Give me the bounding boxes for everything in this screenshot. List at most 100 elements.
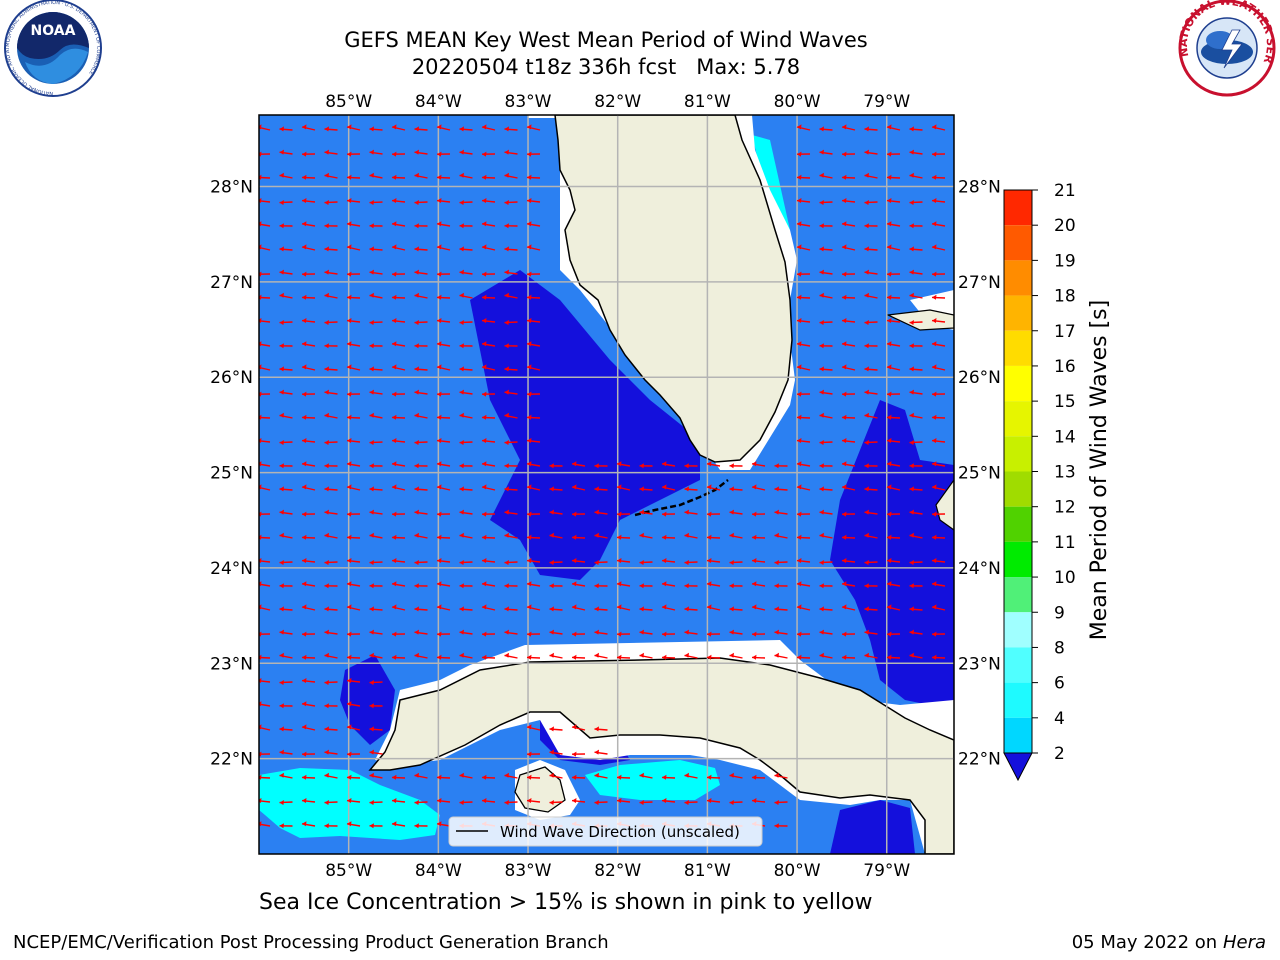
wind-wave-arrow <box>369 749 383 755</box>
wind-wave-arrow <box>391 198 406 203</box>
wind-wave-arrow <box>909 440 923 445</box>
wind-wave-arrow <box>639 629 653 635</box>
wind-wave-arrow <box>526 414 541 420</box>
wind-wave-arrow <box>301 244 316 251</box>
lon-tick-label: 85°W <box>325 92 372 112</box>
wind-wave-arrow <box>909 463 923 469</box>
wind-wave-arrow <box>436 151 451 157</box>
lat-tick-label: 28°N <box>958 178 1001 198</box>
wind-wave-arrow <box>819 246 833 252</box>
wind-wave-arrow <box>706 534 721 540</box>
wind-wave-arrow <box>864 652 878 659</box>
wind-wave-arrow <box>301 821 316 827</box>
wind-wave-arrow <box>301 751 316 757</box>
wind-wave-arrow <box>504 200 518 205</box>
wind-wave-arrow <box>594 606 608 612</box>
wind-wave-arrow <box>841 534 856 540</box>
wind-wave-arrow <box>279 560 293 565</box>
wind-wave-arrow <box>526 654 541 660</box>
wind-wave-arrow <box>369 703 383 709</box>
footer-date-text: 05 May 2022 on <box>1071 932 1218 953</box>
wind-wave-arrow <box>909 200 923 205</box>
caption: Sea Ice Concentration > 15% is shown in … <box>259 890 873 915</box>
wind-wave-arrow <box>751 774 766 780</box>
wind-wave-arrow <box>639 532 653 539</box>
wind-wave-arrow <box>504 583 518 589</box>
wind-wave-arrow <box>279 366 293 372</box>
florida-peninsula <box>554 115 793 463</box>
wind-wave-arrow <box>369 486 383 492</box>
wind-wave-arrow <box>841 198 856 203</box>
wind-wave-arrow <box>841 294 856 300</box>
wind-wave-arrow <box>346 221 361 227</box>
wind-wave-arrow <box>819 200 833 205</box>
wind-wave-arrow <box>279 389 293 395</box>
wind-wave-arrow <box>459 772 473 779</box>
wind-wave-arrow <box>706 798 721 803</box>
wind-wave-arrow <box>909 292 923 299</box>
wind-wave-arrow <box>279 223 293 229</box>
colorbar-segment <box>1004 717 1032 753</box>
wind-wave-arrow <box>481 294 496 300</box>
wind-wave-arrow <box>324 772 338 779</box>
wind-wave-arrow <box>639 509 653 515</box>
colorbar-segment <box>1004 225 1032 261</box>
wind-wave-arrow <box>436 364 451 371</box>
wind-wave-arrow <box>931 174 946 180</box>
wind-wave-arrow <box>616 581 631 587</box>
wind-wave-arrow <box>706 511 721 517</box>
wind-wave-arrow <box>391 364 406 371</box>
wind-wave-arrow <box>594 772 608 779</box>
wind-wave-arrow <box>571 461 586 467</box>
wind-wave-arrow <box>819 269 833 275</box>
wind-wave-arrow <box>526 798 541 803</box>
wind-wave-arrow <box>459 532 473 539</box>
wind-wave-arrow <box>481 438 496 443</box>
wind-wave-arrow <box>729 800 743 805</box>
wind-wave-arrow <box>301 558 316 563</box>
wind-wave-arrow <box>481 318 496 323</box>
wind-wave-arrow <box>481 631 496 637</box>
colorbar-segment <box>1004 401 1032 437</box>
wind-wave-arrow <box>526 391 541 397</box>
wind-wave-arrow <box>661 604 676 611</box>
lat-tick-label: 25°N <box>210 464 253 484</box>
wind-wave-arrow <box>436 821 451 827</box>
colorbar-segment <box>1004 506 1032 542</box>
wind-wave-arrow <box>301 581 316 587</box>
wind-wave-arrow <box>931 438 946 443</box>
wind-wave-arrow <box>459 583 473 589</box>
wind-wave-arrow <box>324 246 338 252</box>
wind-wave-arrow <box>639 772 653 779</box>
wind-wave-arrow <box>369 412 383 419</box>
lat-tick-label: 26°N <box>958 368 1001 388</box>
wind-wave-arrow <box>279 200 293 205</box>
svg-text:NOAA: NOAA <box>31 23 76 39</box>
wind-wave-arrow <box>459 509 473 515</box>
wind-wave-arrow <box>279 772 293 779</box>
wind-wave-arrow <box>684 652 698 659</box>
wind-wave-arrow <box>279 532 293 539</box>
wind-wave-arrow <box>841 174 856 180</box>
wind-wave-arrow <box>481 391 496 397</box>
wind-wave-arrow <box>864 583 878 589</box>
svg-text:NATIONAL WEATHER SERVICE: NATIONAL WEATHER SERVICE <box>0 0 1277 66</box>
wind-wave-arrow <box>369 583 383 589</box>
wind-wave-arrow <box>751 534 766 540</box>
wind-wave-arrow <box>346 438 361 443</box>
wind-wave-arrow <box>301 701 316 707</box>
wind-wave-arrow <box>301 151 316 157</box>
wind-wave-arrow <box>436 318 451 323</box>
wind-wave-arrow <box>324 149 338 155</box>
wind-wave-arrow <box>369 366 383 372</box>
wind-wave-arrow <box>819 172 833 179</box>
wind-wave-arrow <box>369 532 383 539</box>
wind-wave-arrow <box>571 581 586 587</box>
wind-wave-arrow <box>819 560 833 565</box>
wind-wave-arrow <box>459 269 473 275</box>
wind-wave-arrow <box>391 604 406 611</box>
wind-wave-arrow <box>841 124 856 131</box>
wind-wave-arrow <box>346 724 361 731</box>
wind-wave-arrow <box>504 606 518 612</box>
